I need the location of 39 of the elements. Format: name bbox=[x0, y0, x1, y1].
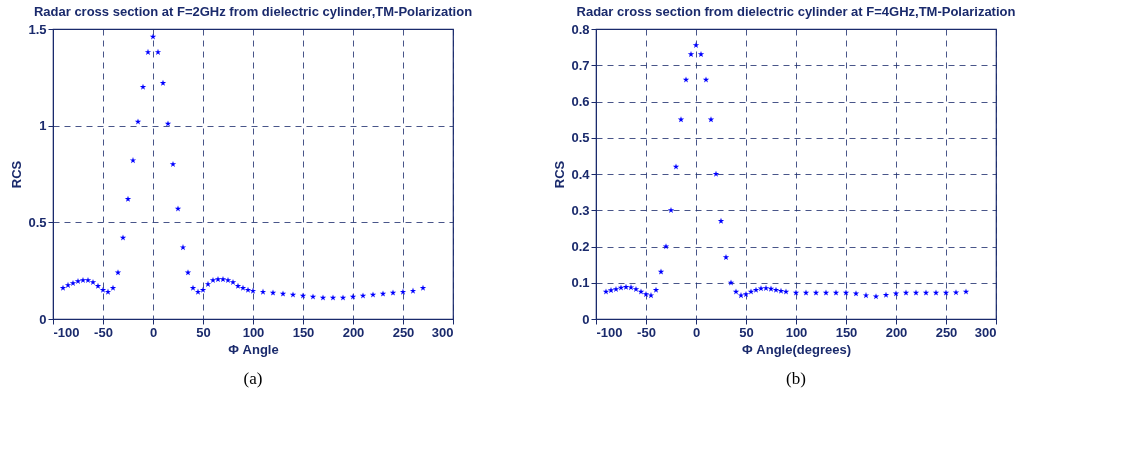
y-tick-label: 0.3 bbox=[571, 202, 590, 218]
x-tick-label: 0 bbox=[692, 324, 701, 340]
x-tick-label: 250 bbox=[935, 324, 958, 340]
x-axis-title: Φ Angle bbox=[228, 341, 279, 357]
x-tick-label: 0 bbox=[149, 324, 158, 340]
x-tick-label: 50 bbox=[739, 324, 754, 340]
x-tick-label: 300 bbox=[431, 324, 454, 340]
x-tick-label: 150 bbox=[835, 324, 858, 340]
y-tick-label: 1 bbox=[39, 118, 47, 134]
x-tick-label: 100 bbox=[242, 324, 265, 340]
x-tick-label: 200 bbox=[885, 324, 908, 340]
chart-title: Radar cross section at F=2GHz from dielectric cylinder,TM-Polarization bbox=[33, 4, 473, 19]
y-axis-title: RCS bbox=[9, 160, 25, 189]
y-tick-label: 0.2 bbox=[571, 239, 590, 254]
y-axis-title: RCS bbox=[552, 160, 568, 189]
text: (b) bbox=[786, 369, 806, 388]
y-tick-label: 0 bbox=[582, 311, 590, 327]
y-tick-label: 0.5 bbox=[28, 214, 47, 230]
x-tick-label: 250 bbox=[392, 324, 415, 340]
x-tick-label: -50 bbox=[94, 324, 113, 340]
x-tick-label: -100 bbox=[53, 324, 80, 340]
y-tick-label: 0.5 bbox=[571, 130, 590, 146]
y-tick-label: 0.1 bbox=[571, 275, 590, 291]
y-tick-label: 0.6 bbox=[571, 94, 590, 109]
x-tick-label: -50 bbox=[637, 324, 656, 340]
x-tick-label: -100 bbox=[596, 324, 623, 340]
x-axis-title: Φ Angle(degrees) bbox=[742, 341, 851, 357]
chart-title: Radar cross section from dielectric cylinder at F=4GHz,TM-Polarization bbox=[576, 4, 1016, 19]
text: (a) bbox=[243, 369, 263, 388]
y-tick-label: 1.5 bbox=[28, 21, 47, 37]
x-tick-label: 300 bbox=[974, 324, 997, 340]
x-tick-label: 100 bbox=[785, 324, 808, 340]
y-tick-label: 0.8 bbox=[571, 21, 590, 37]
x-tick-label: 200 bbox=[342, 324, 365, 340]
y-tick-label: 0.4 bbox=[571, 166, 591, 182]
x-tick-label: 150 bbox=[292, 324, 315, 340]
y-tick-label: 0 bbox=[39, 311, 47, 327]
x-tick-label: 50 bbox=[196, 324, 211, 340]
y-tick-label: 0.7 bbox=[571, 57, 590, 73]
